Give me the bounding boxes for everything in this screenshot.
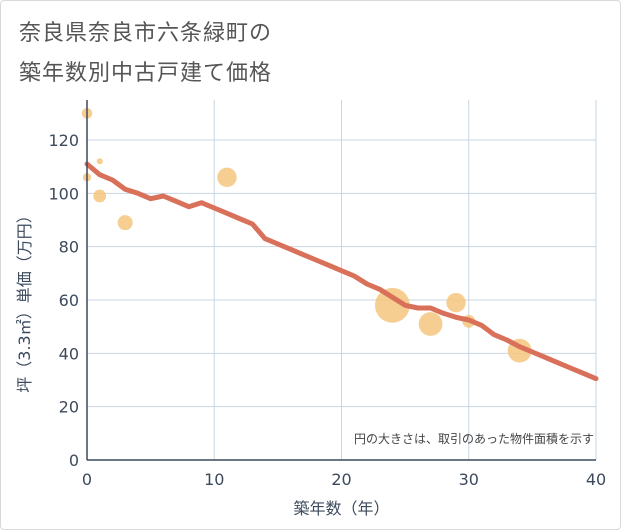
data-bubble [446, 292, 466, 313]
bubble-size-note: 円の大きさは、取引のあった物件面積を示す [354, 431, 594, 446]
y-tick-label: 0 [69, 451, 79, 470]
grid-layer [87, 100, 597, 460]
y-tick-label: 40 [59, 344, 79, 363]
data-bubble [217, 167, 237, 188]
x-axis-title: 築年数（年） [293, 499, 389, 518]
y-axis-title: 坪（3.3㎡）単価（万円） [15, 207, 34, 392]
x-tick-label: 20 [331, 470, 351, 489]
data-bubble [418, 312, 443, 336]
bubble-layer [81, 108, 532, 363]
x-tick-label: 30 [459, 470, 479, 489]
data-bubble [117, 215, 133, 231]
chart-title-line-2: 築年数別中古戸建て価格 [19, 61, 273, 86]
axis-layer: 0 10 20 30 40 0 20 40 60 80 100 120 [48, 100, 606, 489]
data-bubble [96, 158, 103, 165]
chart-title-line-1: 奈良県奈良市六条緑町の [19, 21, 273, 46]
x-tick-label: 10 [204, 470, 224, 489]
trend-line [84, 161, 599, 382]
trend-line-layer [84, 161, 599, 382]
data-bubble [93, 189, 107, 203]
y-tick-label: 80 [59, 238, 79, 257]
y-tick-label: 60 [59, 291, 79, 310]
x-tick-label: 40 [586, 470, 606, 489]
x-tick-label: 0 [82, 470, 92, 489]
y-tick-label: 120 [48, 131, 79, 150]
y-tick-label: 20 [59, 398, 79, 417]
y-tick-label: 100 [48, 184, 79, 203]
data-bubble [375, 287, 410, 323]
